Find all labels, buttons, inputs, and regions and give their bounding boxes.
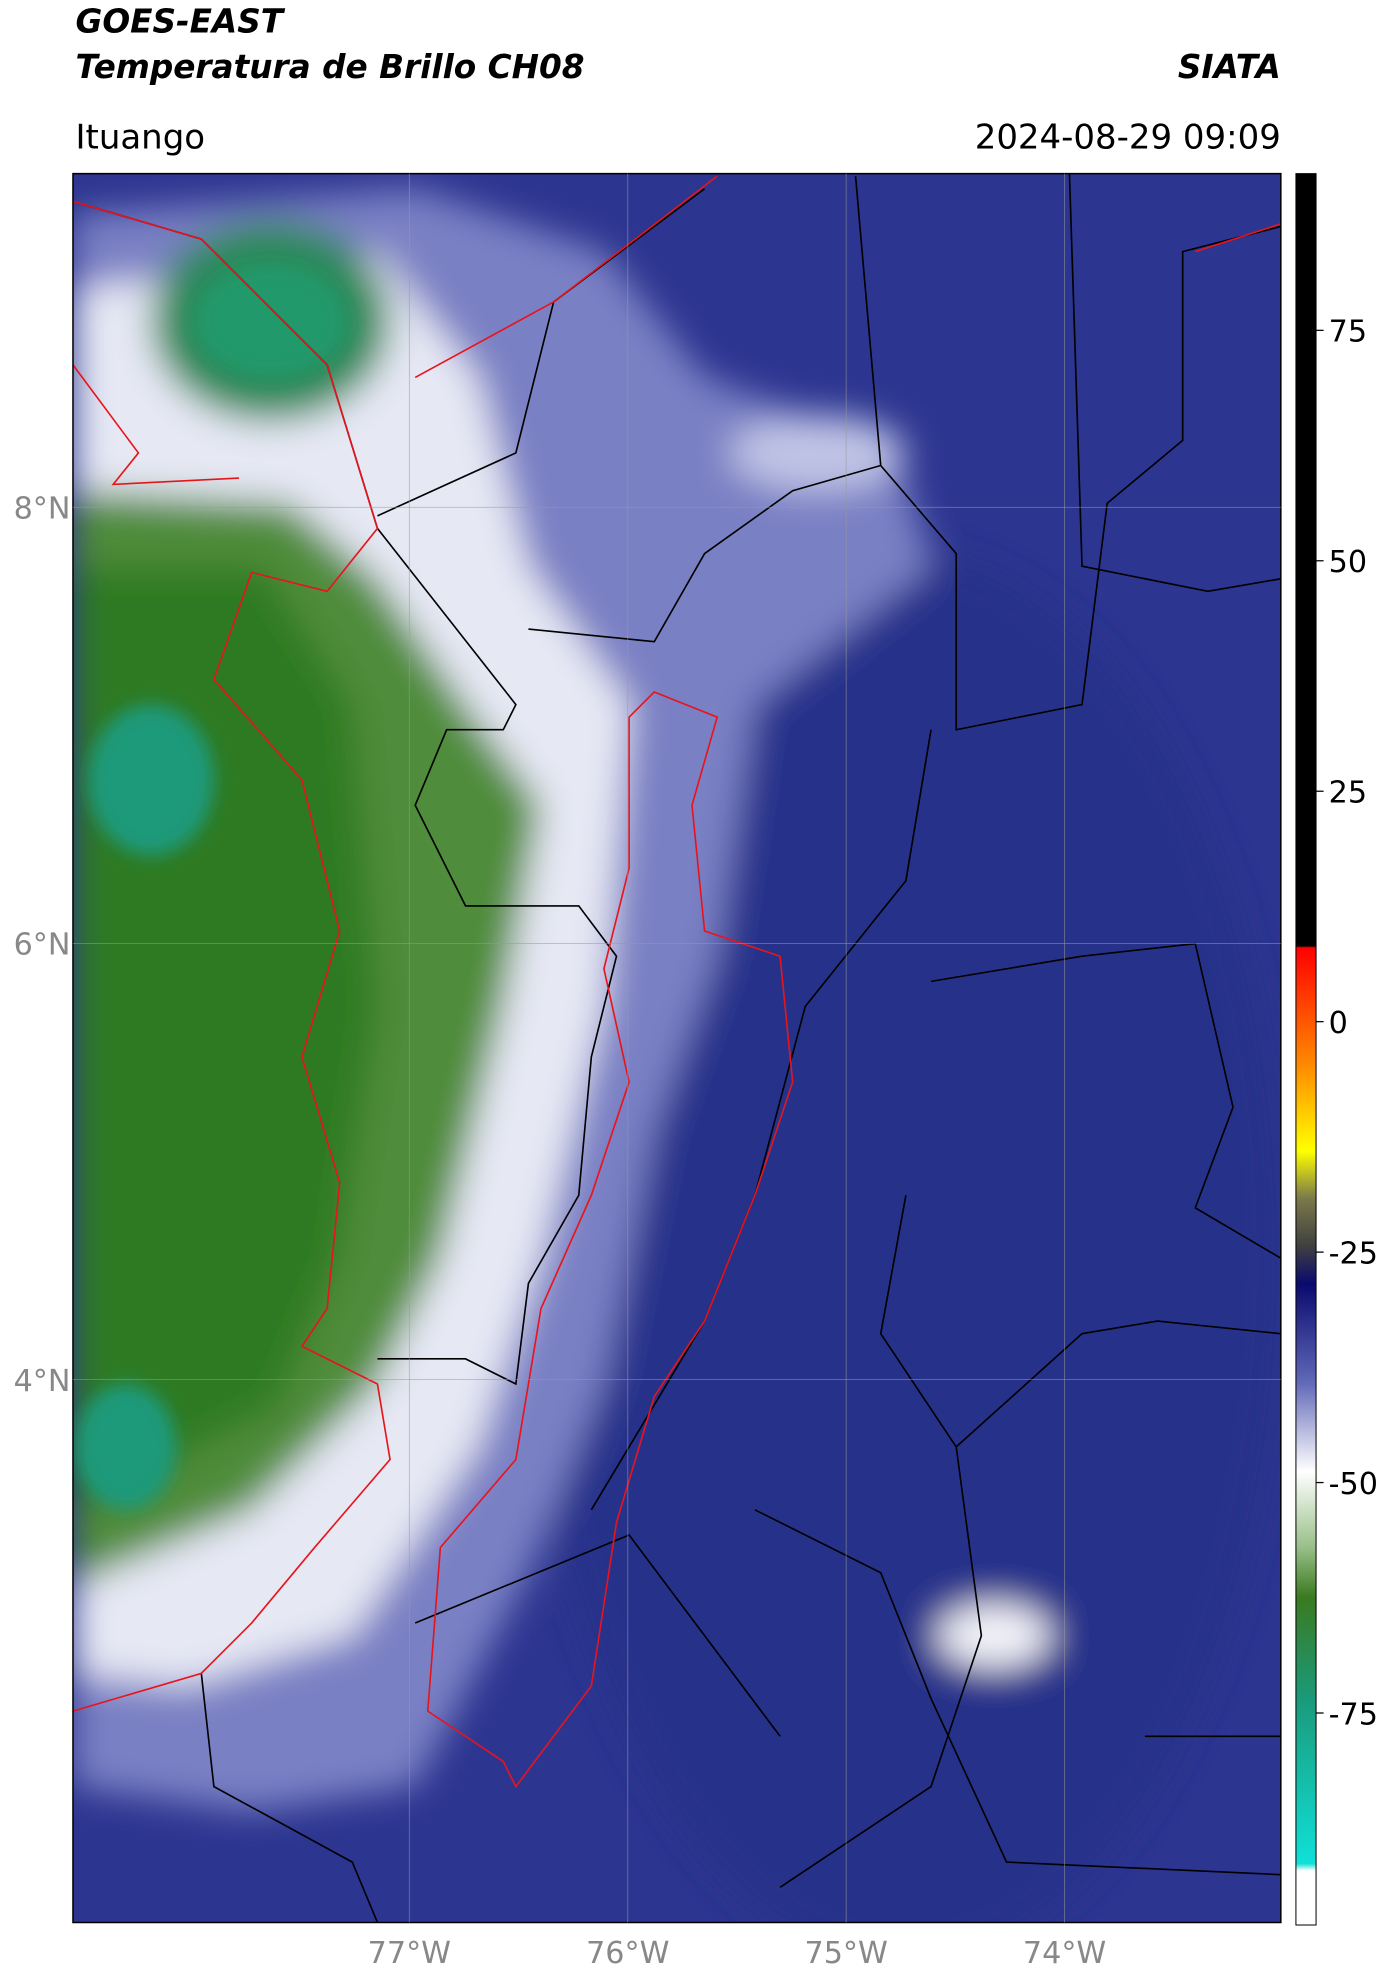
y-tick-label: 6°N bbox=[14, 928, 71, 963]
x-tick-label: 76°W bbox=[586, 1936, 669, 1971]
colorbar-tick-label: -75 bbox=[1329, 1697, 1378, 1732]
colorbar-tick-label: 25 bbox=[1329, 776, 1367, 811]
x-tick-label: 74°W bbox=[1023, 1936, 1106, 1971]
subtitle: Temperatura de Brillo CH08 bbox=[75, 48, 584, 86]
y-tick-label: 4°N bbox=[14, 1364, 71, 1399]
map-frame bbox=[72, 172, 1282, 1924]
location: Ituango bbox=[75, 117, 205, 157]
x-tick-label: 75°W bbox=[804, 1936, 887, 1971]
source: SIATA bbox=[1178, 48, 1281, 86]
datetime: 2024-08-29 09:09 bbox=[975, 117, 1281, 157]
colorbar-tick-label: -25 bbox=[1329, 1236, 1378, 1271]
colorbar-tick-label: -50 bbox=[1329, 1467, 1378, 1502]
y-tick-label: 8°N bbox=[14, 492, 71, 527]
colorbar-tick-label: 50 bbox=[1329, 545, 1367, 580]
colorbar-tick-label: 75 bbox=[1329, 315, 1367, 350]
x-tick-label: 77°W bbox=[368, 1936, 451, 1971]
satellite-image bbox=[72, 173, 1281, 1923]
title: GOES-EAST bbox=[75, 3, 285, 41]
colorbar bbox=[1295, 173, 1317, 1926]
colorbar-tick-label: 0 bbox=[1329, 1006, 1348, 1041]
